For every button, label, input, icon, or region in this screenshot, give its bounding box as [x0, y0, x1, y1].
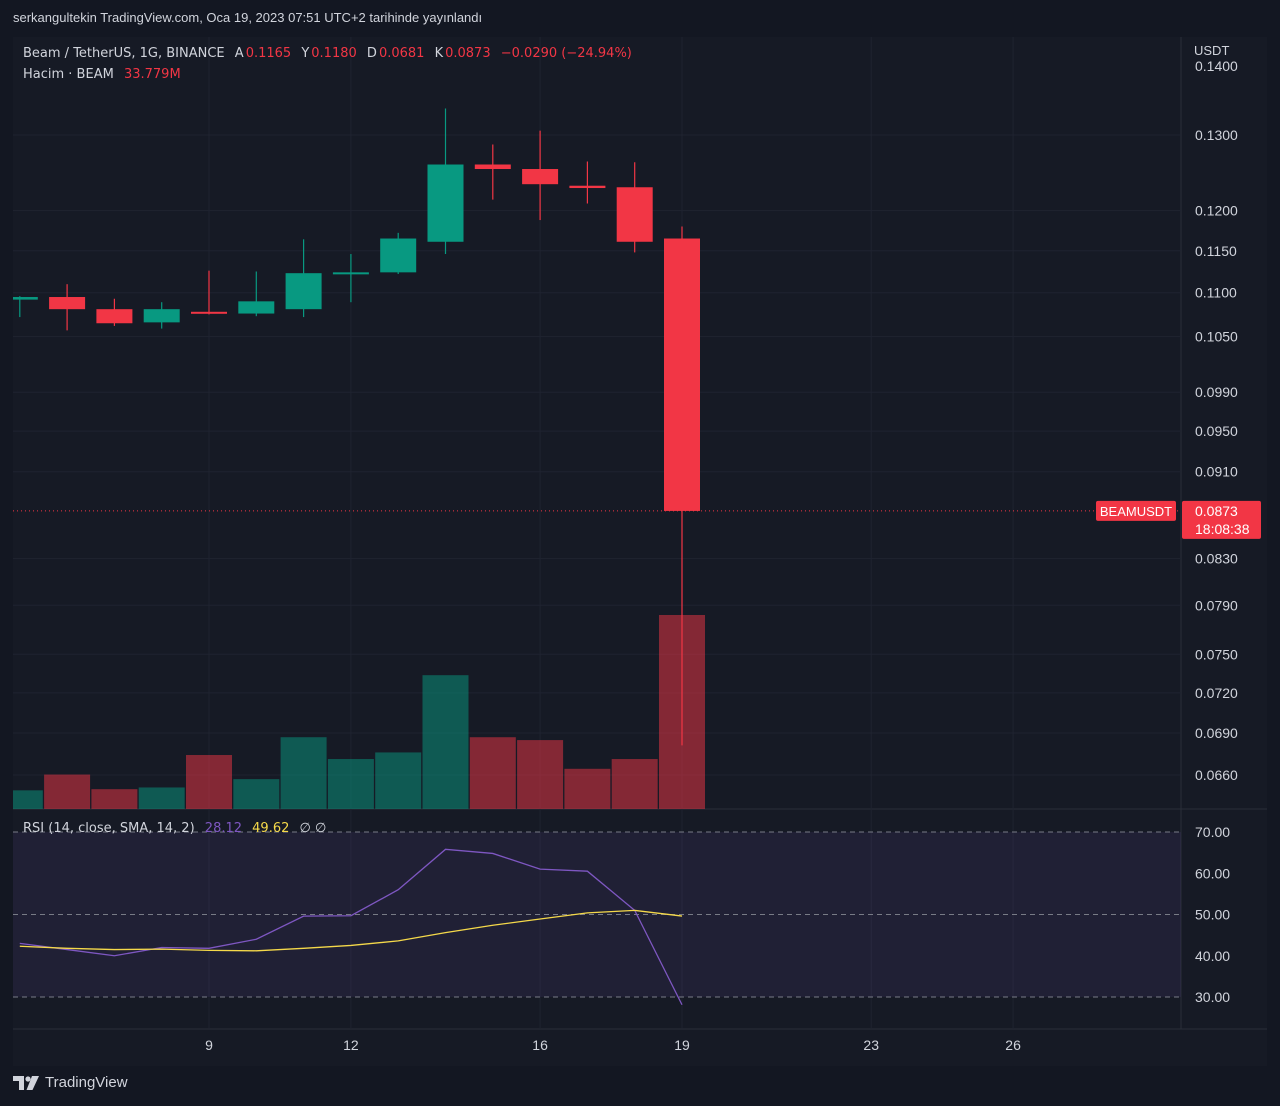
volume-label[interactable]: Hacim · BEAM	[23, 67, 114, 82]
candle-down	[96, 309, 133, 324]
volume-bar	[611, 759, 658, 809]
price-tick-label: 0.0990	[1195, 384, 1238, 400]
price-tick-label: 0.1400	[1195, 58, 1238, 74]
candle-down	[522, 169, 559, 185]
candle-down	[474, 164, 511, 170]
candle-down	[569, 185, 606, 189]
price-legend: Beam / TetherUS, 1G, BINANCE A 0.1165 Y 0.…	[23, 46, 634, 61]
price-tick-label: 0.1150	[1195, 243, 1237, 259]
time-tick-label: 19	[674, 1037, 690, 1053]
currency-label: USDT	[1194, 43, 1229, 58]
price-tick-label: 0.0660	[1195, 767, 1238, 783]
symbol-description[interactable]: Beam / TetherUS, 1G, BINANCE	[23, 46, 225, 61]
publisher-line: serkangultekin TradingView.com, Oca 19, …	[13, 10, 483, 25]
price-tick-label: 0.0790	[1195, 597, 1238, 613]
volume-bar	[233, 779, 280, 809]
price-tick-label: 0.0950	[1195, 423, 1238, 439]
countdown-label: 18:08:38	[1195, 521, 1250, 537]
volume-bar	[138, 787, 185, 809]
volume-legend: Hacim · BEAM 33.779M	[23, 67, 183, 82]
open-label: A	[234, 46, 244, 61]
candle-up	[285, 273, 322, 310]
volume-bar	[13, 790, 43, 809]
time-tick-label: 26	[1005, 1037, 1021, 1053]
candle-up	[380, 238, 417, 273]
time-tick-label: 12	[343, 1037, 359, 1053]
open-value: 0.1165	[245, 46, 292, 61]
volume-bar	[91, 789, 138, 809]
last-price-badge	[1182, 500, 1261, 539]
price-tick-label: 0.1200	[1195, 203, 1238, 219]
candle-up	[143, 309, 180, 323]
candle-up	[427, 164, 464, 242]
price-tick-label: 0.0690	[1195, 725, 1238, 741]
price-tick-label: 0.0750	[1195, 646, 1238, 662]
rsi-tick-label: 70.00	[1195, 824, 1230, 840]
high-value: 0.1180	[311, 46, 357, 61]
rsi-legend: RSI (14, close, SMA, 14, 2) 28.12 49.62 …	[23, 821, 328, 836]
rsi-tick-label: 40.00	[1195, 948, 1230, 964]
volume-bar	[564, 768, 611, 809]
rsi-ma-line	[19, 909, 683, 952]
low-value: 0.0681	[378, 46, 425, 61]
candle-up	[332, 272, 369, 275]
symbol-tag-label: BEAMUSDT	[1100, 504, 1172, 519]
volume-bar	[327, 759, 374, 809]
volume-bar	[517, 740, 564, 809]
volume-bar	[280, 737, 327, 809]
price-tick-label: 0.1100	[1195, 285, 1237, 301]
rsi-tick-label: 50.00	[1195, 907, 1230, 923]
low-label: D	[366, 46, 377, 61]
tradingview-logo-icon	[13, 1075, 39, 1090]
rsi-label[interactable]: RSI (14, close, SMA, 14, 2)	[23, 821, 195, 836]
time-tick-label: 23	[863, 1037, 879, 1053]
volume-bar	[44, 774, 91, 809]
change-value: −0.0290 (−24.94%)	[500, 46, 632, 61]
tradingview-footer[interactable]: TradingView	[13, 1074, 128, 1091]
price-tick-label: 0.1050	[1195, 329, 1238, 345]
candle-down	[616, 187, 653, 242]
candle-down	[664, 238, 700, 511]
price-tick-label: 0.0910	[1195, 464, 1238, 480]
axis-mask	[1182, 37, 1267, 60]
price-tick-label: 0.0830	[1195, 551, 1238, 567]
rsi-value: 28.12	[204, 821, 243, 836]
chart-panel[interactable]: 0.1300 0.1200 0.1150 0.1100 0.1050 0.0990 0.09…	[13, 37, 1267, 1066]
volume-value: 33.779M	[123, 67, 181, 82]
volume-bar	[469, 737, 516, 809]
close-label: K	[434, 46, 444, 61]
rsi-line	[19, 848, 683, 1006]
candle-up	[13, 297, 38, 300]
high-label: Y	[301, 46, 310, 61]
close-value: 0.0873	[445, 46, 491, 61]
rsi-tick-label: 30.00	[1195, 989, 1230, 1005]
chart-canvas[interactable]: 0.1300 0.1200 0.1150 0.1100 0.1050 0.0990 0.09…	[13, 37, 1267, 1066]
rsi-extra: ∅ ∅	[299, 821, 327, 836]
candle-down	[49, 297, 86, 310]
rsi-tick-label: 60.00	[1195, 865, 1230, 881]
tradingview-brand: TradingView	[45, 1074, 128, 1091]
volume-bar	[422, 675, 469, 809]
volume-bar	[375, 752, 422, 809]
candle-down	[191, 311, 227, 314]
price-tick-label: 0.1300	[1195, 127, 1238, 143]
rsi-ma-value: 49.62	[252, 821, 290, 836]
symbol-tag	[1096, 500, 1176, 521]
time-tick-label: 16	[532, 1037, 548, 1053]
price-tick-label: 0.0720	[1195, 685, 1238, 701]
volume-bar	[186, 755, 232, 809]
last-price-label: 0.0873	[1195, 503, 1238, 519]
time-tick-label: 9	[205, 1037, 213, 1053]
candle-up	[238, 301, 275, 314]
